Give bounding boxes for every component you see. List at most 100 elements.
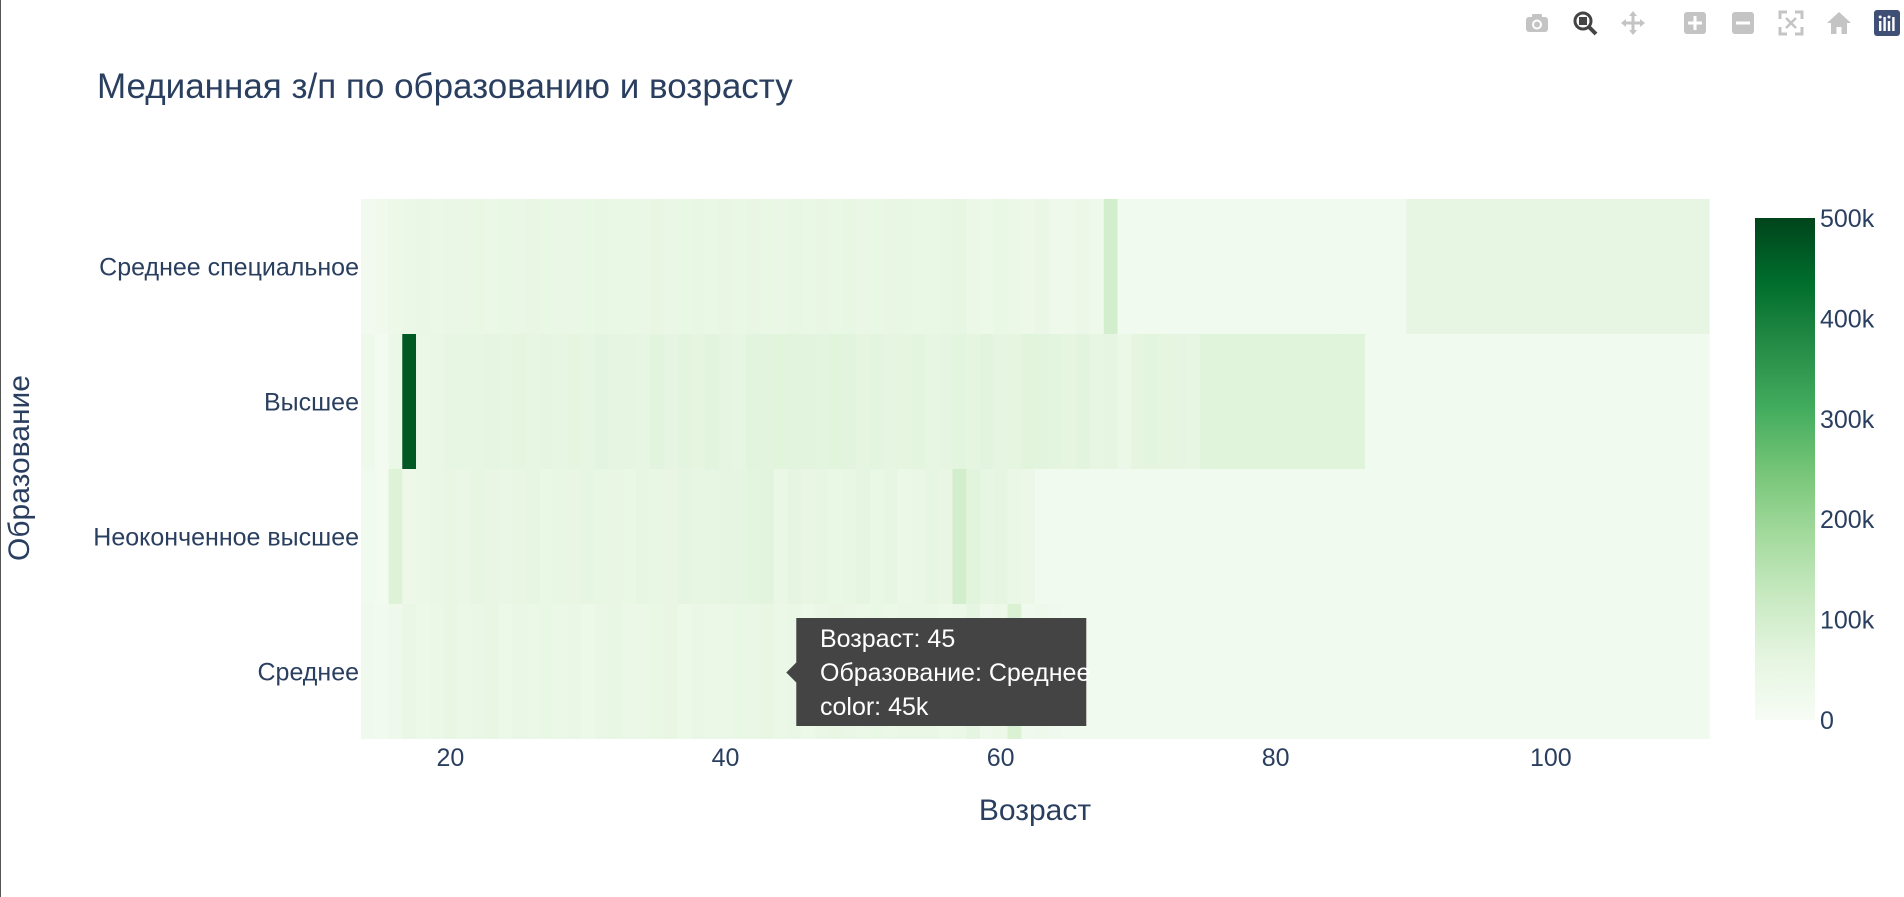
heatmap-cell[interactable] xyxy=(1653,469,1669,604)
heatmap-cell[interactable] xyxy=(1296,604,1311,739)
heatmap-cell[interactable] xyxy=(1502,334,1518,469)
heatmap-cell[interactable] xyxy=(429,334,445,469)
heatmap-cell[interactable] xyxy=(1131,334,1146,469)
heatmap-cell[interactable] xyxy=(636,199,651,334)
heatmap-cell[interactable] xyxy=(979,334,995,469)
pan-icon[interactable] xyxy=(1616,6,1650,40)
heatmap-cell[interactable] xyxy=(883,199,899,334)
heatmap-cell[interactable] xyxy=(1612,334,1628,469)
heatmap-cell[interactable] xyxy=(773,334,789,469)
heatmap-cell[interactable] xyxy=(1103,334,1119,469)
heatmap-cell[interactable] xyxy=(1585,604,1600,739)
heatmap-cell[interactable] xyxy=(1667,199,1683,334)
heatmap-cell[interactable] xyxy=(677,334,692,469)
heatmap-cell[interactable] xyxy=(526,604,541,739)
heatmap-cell[interactable] xyxy=(1543,199,1559,334)
heatmap-cell[interactable] xyxy=(1488,469,1504,604)
heatmap-cell[interactable] xyxy=(718,199,733,334)
heatmap-cell[interactable] xyxy=(691,334,706,469)
heatmap-cell[interactable] xyxy=(801,469,816,604)
heatmap-cell[interactable] xyxy=(1310,334,1325,469)
heatmap-cell[interactable] xyxy=(814,334,830,469)
heatmap-cell[interactable] xyxy=(1612,199,1628,334)
heatmap-cell[interactable] xyxy=(1543,334,1559,469)
heatmap-cell[interactable] xyxy=(636,604,651,739)
heatmap-cell[interactable] xyxy=(1007,199,1022,334)
heatmap-cell[interactable] xyxy=(1213,604,1229,739)
heatmap-cell[interactable] xyxy=(883,334,899,469)
heatmap-cell[interactable] xyxy=(704,604,720,739)
heatmap-cell[interactable] xyxy=(581,334,596,469)
heatmap-cell[interactable] xyxy=(773,604,789,739)
heatmap-cell[interactable] xyxy=(1612,604,1628,739)
heatmap-cell[interactable] xyxy=(498,469,513,604)
heatmap-cell[interactable] xyxy=(622,604,637,739)
heatmap-cell[interactable] xyxy=(484,334,500,469)
heatmap-cell[interactable] xyxy=(553,469,568,604)
heatmap-cell[interactable] xyxy=(1626,604,1641,739)
heatmap-cell[interactable] xyxy=(1475,334,1490,469)
heatmap-cell[interactable] xyxy=(567,604,582,739)
heatmap-cell[interactable] xyxy=(759,334,775,469)
heatmap-cell[interactable] xyxy=(567,469,582,604)
heatmap-cell[interactable] xyxy=(484,199,500,334)
heatmap-cell[interactable] xyxy=(374,199,390,334)
heatmap-cell[interactable] xyxy=(1323,199,1339,334)
heatmap-cell[interactable] xyxy=(1640,199,1655,334)
heatmap-cell[interactable] xyxy=(402,604,417,739)
heatmap-cell[interactable] xyxy=(1488,604,1504,739)
heatmap-cell[interactable] xyxy=(553,604,568,739)
heatmap-cell[interactable] xyxy=(649,334,665,469)
heatmap-cell[interactable] xyxy=(1090,199,1105,334)
heatmap-cell[interactable] xyxy=(897,469,912,604)
heatmap-cell[interactable] xyxy=(608,334,623,469)
heatmap-cell[interactable] xyxy=(1062,334,1077,469)
heatmap-cell[interactable] xyxy=(1186,469,1201,604)
heatmap-cell[interactable] xyxy=(1323,469,1339,604)
heatmap-cell[interactable] xyxy=(1255,469,1270,604)
heatmap-cell[interactable] xyxy=(1117,604,1132,739)
heatmap-cell[interactable] xyxy=(856,469,871,604)
heatmap-cell[interactable] xyxy=(1076,334,1091,469)
heatmap-cell[interactable] xyxy=(402,199,417,334)
heatmap-cell[interactable] xyxy=(1378,469,1394,604)
zoom-in-icon[interactable] xyxy=(1678,6,1712,40)
heatmap-cell[interactable] xyxy=(718,334,733,469)
heatmap-cell[interactable] xyxy=(1557,604,1573,739)
heatmap-cell[interactable] xyxy=(1667,604,1683,739)
heatmap-cell[interactable] xyxy=(924,199,940,334)
heatmap-cell[interactable] xyxy=(718,469,733,604)
heatmap-cell[interactable] xyxy=(1337,334,1352,469)
heatmap-cell[interactable] xyxy=(567,199,582,334)
heatmap-cell[interactable] xyxy=(1200,334,1215,469)
heatmap-cell[interactable] xyxy=(471,334,486,469)
heatmap-cell[interactable] xyxy=(402,334,417,469)
heatmap-cell[interactable] xyxy=(883,469,899,604)
heatmap-cell[interactable] xyxy=(581,604,596,739)
heatmap-cell[interactable] xyxy=(1530,469,1545,604)
heatmap-cell[interactable] xyxy=(952,334,967,469)
heatmap-cell[interactable] xyxy=(1337,199,1352,334)
heatmap-cell[interactable] xyxy=(1406,199,1421,334)
heatmap-cell[interactable] xyxy=(1695,199,1710,334)
heatmap-cell[interactable] xyxy=(1598,469,1614,604)
heatmap-cell[interactable] xyxy=(732,604,747,739)
heatmap-cell[interactable] xyxy=(416,469,431,604)
heatmap-cell[interactable] xyxy=(814,199,830,334)
heatmap-cell[interactable] xyxy=(1282,334,1297,469)
heatmap-cell[interactable] xyxy=(677,469,692,604)
heatmap-cell[interactable] xyxy=(1598,334,1614,469)
heatmap-cell[interactable] xyxy=(1213,469,1229,604)
heatmap-cell[interactable] xyxy=(1282,199,1297,334)
heatmap-cell[interactable] xyxy=(1543,469,1559,604)
heatmap-cell[interactable] xyxy=(457,334,472,469)
heatmap-cell[interactable] xyxy=(1392,469,1407,604)
heatmap-cell[interactable] xyxy=(691,469,706,604)
heatmap-cell[interactable] xyxy=(361,334,376,469)
heatmap-cell[interactable] xyxy=(828,334,844,469)
heatmap-cell[interactable] xyxy=(1200,199,1215,334)
heatmap-cell[interactable] xyxy=(966,334,981,469)
heatmap-cell[interactable] xyxy=(1255,199,1270,334)
heatmap-cell[interactable] xyxy=(1200,469,1215,604)
heatmap-cell[interactable] xyxy=(979,469,995,604)
